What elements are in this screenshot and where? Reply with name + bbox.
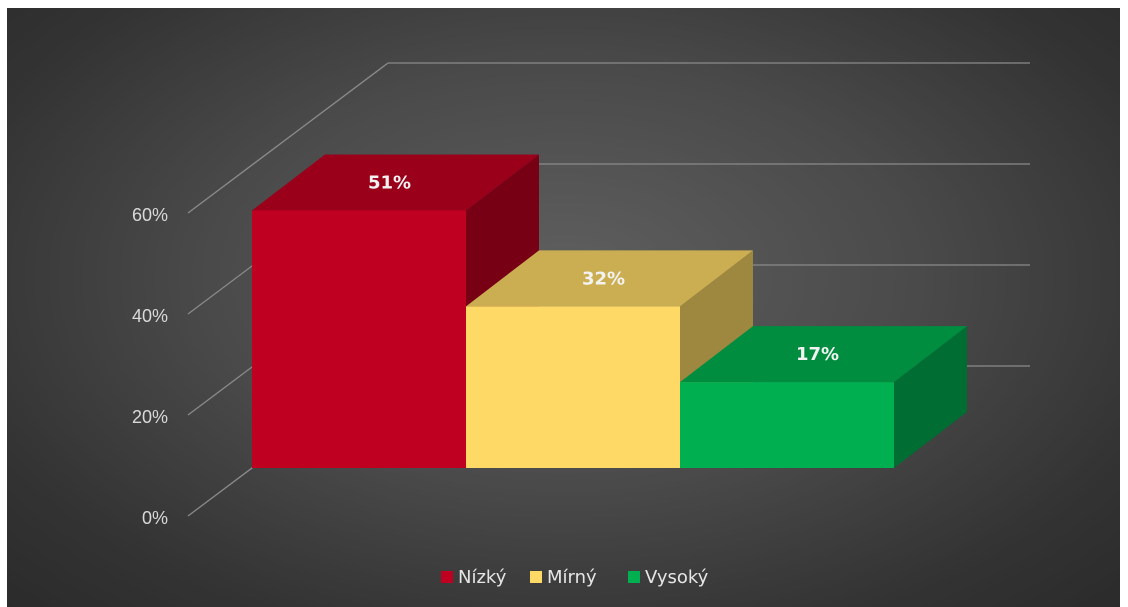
data-label-mirny: 32% [582,268,625,289]
bar-top-nizky [252,154,539,211]
legend: Nízký Mírný Vysoký [441,567,709,588]
y-tick-0: 0% [142,508,168,528]
bar-side-vysoky [894,326,967,468]
bar-vysoky [680,326,967,468]
legend-label-mirny: Mírný [547,567,597,588]
bar-top-mirny [466,250,753,307]
legend-label-nizky: Nízký [458,567,507,588]
y-tick-60: 60% [132,205,168,225]
bar-top-vysoky [680,326,967,383]
bar-front-nizky [252,210,466,468]
y-axis-tick-labels: 0% 20% 40% 60% [132,205,168,528]
y-tick-20: 20% [132,407,168,427]
bar-front-vysoky [680,382,894,468]
data-labels: 51% 32% 17% [368,172,839,365]
data-label-nizky: 51% [368,172,411,193]
bars [252,154,967,468]
legend-swatch-nizky [441,571,453,583]
bar-front-mirny [466,306,680,468]
legend-swatch-vysoky [628,571,640,583]
legend-label-vysoky: Vysoký [645,567,709,588]
gridline-side-3 [187,62,389,214]
y-tick-40: 40% [132,306,168,326]
legend-swatch-mirny [530,571,542,583]
data-label-vysoky: 17% [796,344,839,365]
